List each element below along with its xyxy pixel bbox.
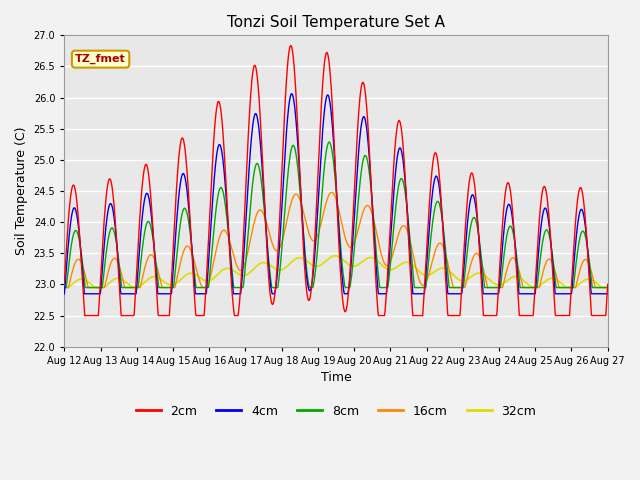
Y-axis label: Soil Temperature (C): Soil Temperature (C) xyxy=(15,127,28,255)
Text: TZ_fmet: TZ_fmet xyxy=(76,54,126,64)
Legend: 2cm, 4cm, 8cm, 16cm, 32cm: 2cm, 4cm, 8cm, 16cm, 32cm xyxy=(131,400,541,423)
Title: Tonzi Soil Temperature Set A: Tonzi Soil Temperature Set A xyxy=(227,15,445,30)
X-axis label: Time: Time xyxy=(321,372,351,384)
